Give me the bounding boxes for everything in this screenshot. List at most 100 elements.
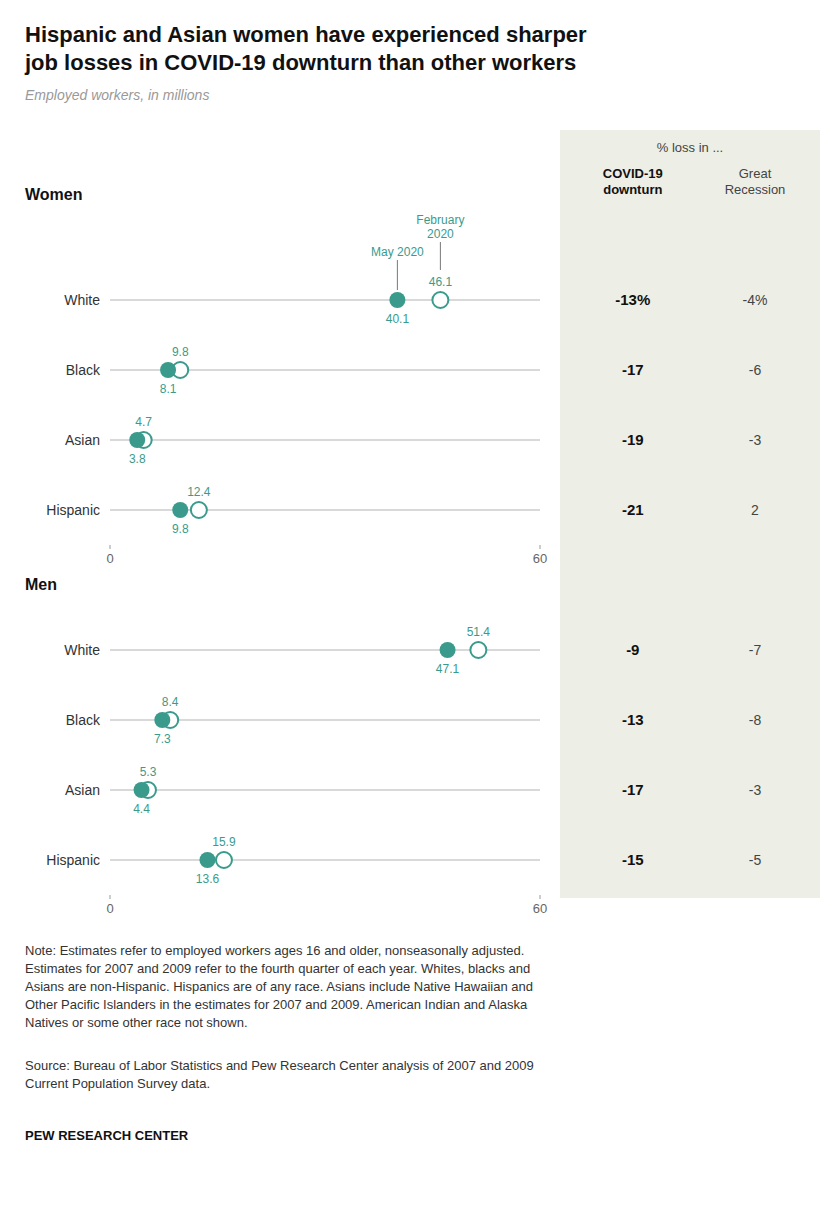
tick-mark [540,895,541,899]
text-line: 2020 [427,227,454,241]
dot-filled [389,292,405,308]
chart: Hispanic and Asian women have experience… [0,0,840,1224]
category-label: Hispanic [46,852,100,868]
text-line: COVID-19 [603,166,663,181]
data-label: 9.8 [172,345,189,359]
table-value: -4% [743,292,768,308]
section-title: Women [25,186,82,203]
data-label: 51.4 [467,625,491,639]
text-line: Current Population Survey data. [25,1076,210,1091]
subtitle: Employed workers, in millions [25,87,209,103]
table-value: -21 [622,501,644,518]
panel: Women White Black Asian Hispanic 0 60 40.1 8.1 3.… [25,186,767,566]
text-line: Note: Estimates refer to employed worker… [25,943,524,958]
table-value: -13 [622,711,644,728]
panel: Men White Black Asian Hispanic 0 60 47.1 7.3 4.4 1… [25,576,761,916]
category-label: Black [66,712,101,728]
text-line: Natives or some other race not shown. [25,1015,248,1030]
text-line: job losses in COVID-19 downturn than oth… [24,50,576,75]
data-label: 7.3 [154,732,171,746]
data-label: 9.8 [172,522,189,536]
table-value: -13% [615,291,650,308]
table-value: -5 [749,852,762,868]
text-line: February [416,213,464,227]
text-line: Other Pacific Islanders in the estimates… [25,997,528,1012]
row-line [110,439,540,441]
marks [134,642,487,868]
note: Note: Estimates refer to employed worker… [25,943,533,1030]
table-value: -8 [749,712,762,728]
tick-label: 60 [533,551,547,566]
text-line: Employed workers, in millions [25,87,209,103]
tick-label: 0 [106,901,113,916]
data-label: 3.8 [129,452,146,466]
data-label: 15.9 [212,835,236,849]
annotation-line [397,260,398,290]
data-label: 8.1 [160,382,177,396]
row-line [110,789,540,791]
tick-mark [110,545,111,549]
background [0,0,840,1224]
series-annotation: February2020 [416,213,464,241]
dot-filled [172,502,188,518]
text-line: May 2020 [371,245,424,259]
table-value: -19 [622,431,644,448]
category-label: Hispanic [46,502,100,518]
category-label: Asian [65,432,100,448]
table-value: -17 [622,361,644,378]
category-label: White [64,642,100,658]
dot-open [470,642,486,658]
table-column-header: GreatRecession [725,166,786,197]
dot-open [432,292,448,308]
tick-label: 0 [106,551,113,566]
data-label: 46.1 [429,275,453,289]
source: Source: Bureau of Labor Statistics and P… [25,1058,534,1091]
category-label: Black [66,362,101,378]
marks [129,292,448,518]
data-label: 4.4 [133,802,150,816]
table-value: -6 [749,362,762,378]
tick-label: 60 [533,901,547,916]
dot-open [191,502,207,518]
dot-filled [134,782,150,798]
data-label: 13.6 [196,872,220,886]
table-title: % loss in ... [657,140,723,155]
data-labels: 40.1 8.1 3.8 9.8 46.1 9.8 4.7 12.4 [129,275,452,536]
row-line [110,299,540,301]
data-label: 47.1 [436,662,460,676]
dot-filled [199,852,215,868]
data-label: 4.7 [135,415,152,429]
text-line: Great [739,166,772,181]
text-line: Hispanic and Asian women have experience… [25,22,587,47]
dot-filled [154,712,170,728]
dot-filled [129,432,145,448]
table-column-header: COVID-19downturn [603,166,663,197]
table-value: -7 [749,642,762,658]
data-label: 12.4 [187,485,211,499]
text-line: downturn [603,182,662,197]
table-background [560,130,820,898]
dot-filled [160,362,176,378]
dot-open [216,852,232,868]
section-title: Men [25,576,57,593]
tick-mark [540,545,541,549]
series-annotation: May 2020 [371,245,424,259]
dot-filled [440,642,456,658]
table-value: -17 [622,781,644,798]
text-line: Recession [725,182,786,197]
category-label: White [64,292,100,308]
credit: PEW RESEARCH CENTER [25,1128,189,1143]
table-value: -3 [749,432,762,448]
text-line: Source: Bureau of Labor Statistics and P… [25,1058,534,1073]
data-label: 5.3 [140,765,157,779]
annotation-line [440,242,441,270]
data-label: 40.1 [386,312,410,326]
title: Hispanic and Asian women have experience… [24,22,587,75]
row-line [110,859,540,861]
table-value: -9 [626,641,639,658]
text-line: Asians are non-Hispanic. Hispanics are o… [25,979,533,994]
table-value: -15 [622,851,644,868]
text-line: Estimates for 2007 and 2009 refer to the… [25,961,530,976]
table-value: 2 [751,502,759,518]
category-label: Asian [65,782,100,798]
